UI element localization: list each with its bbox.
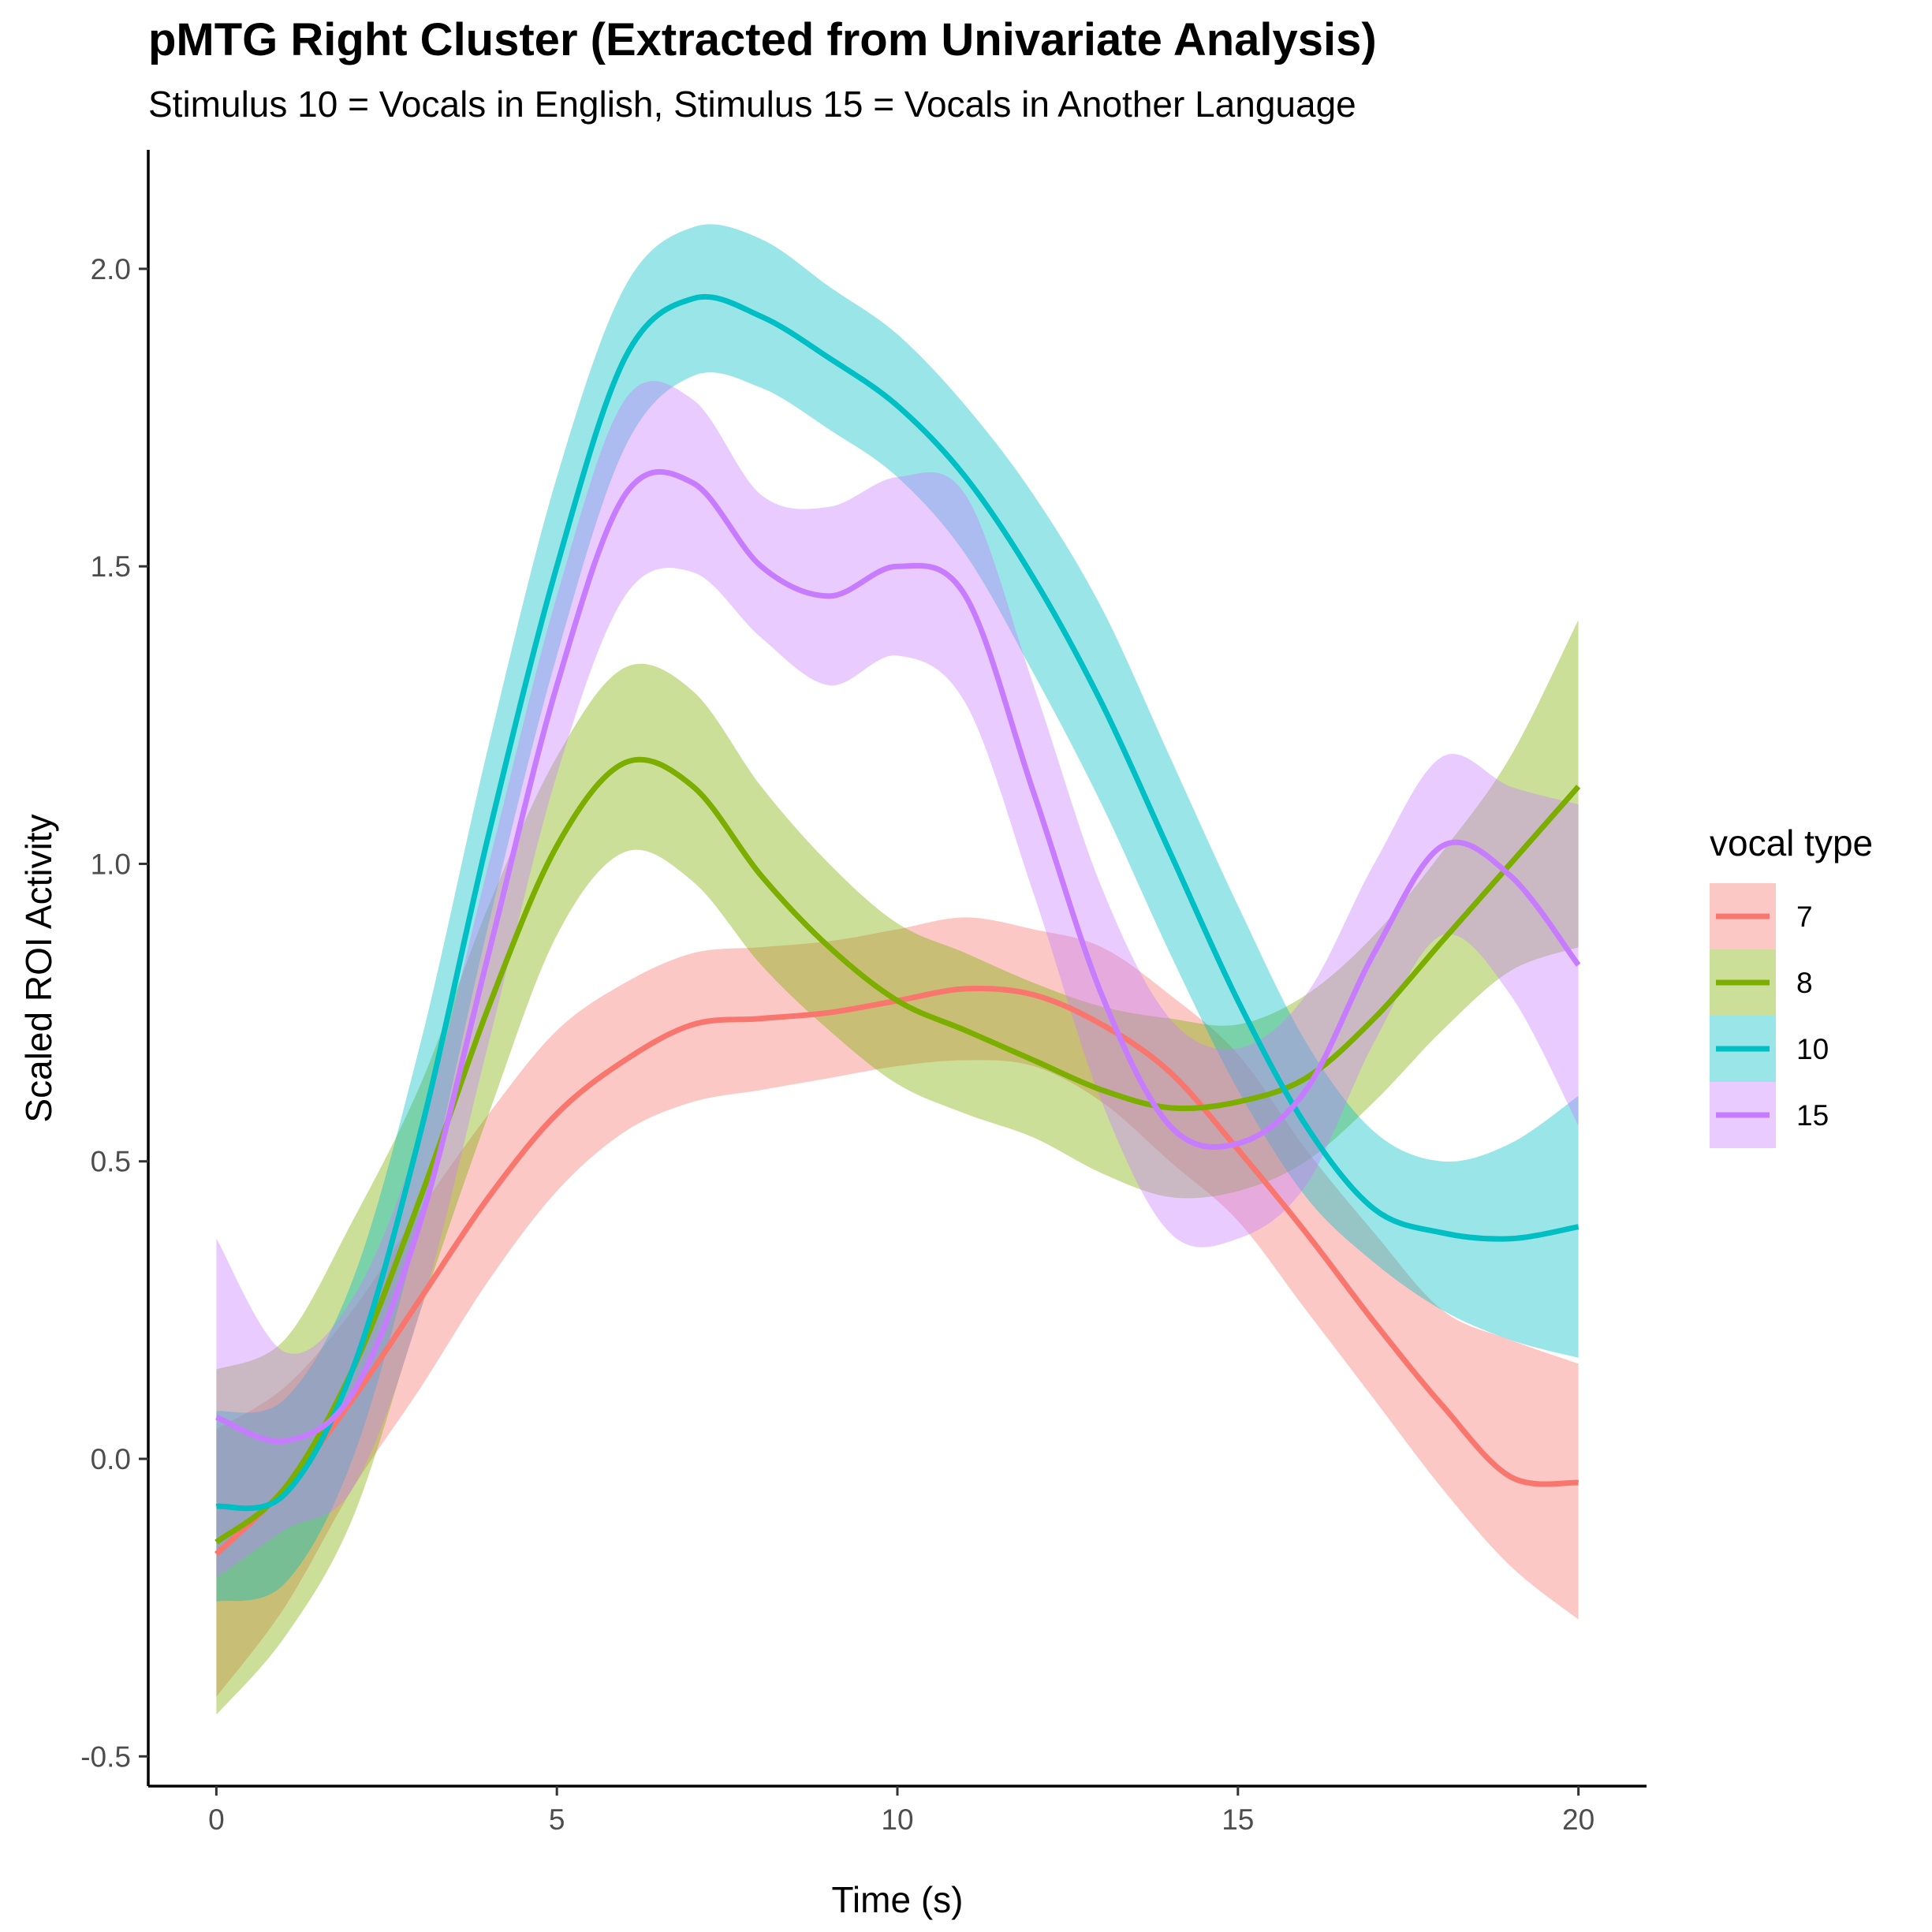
y-axis-ticks: -0.5 0.0 0.5 1.0 1.5 2.0 — [80, 253, 148, 1773]
legend: vocal type 7 8 10 15 — [1710, 822, 1873, 1148]
legend-label-7: 7 — [1796, 901, 1813, 933]
y-axis-title: Scaled ROI Activity — [18, 814, 59, 1122]
x-axis-title: Time (s) — [832, 1879, 964, 1920]
x-tick-label: 0 — [208, 1803, 225, 1836]
y-tick-label: 1.5 — [91, 550, 131, 583]
chart-subtitle: Stimulus 10 = Vocals in English, Stimulu… — [148, 84, 1356, 125]
series-lines — [214, 293, 1581, 1557]
legend-label-10: 10 — [1796, 1033, 1829, 1065]
legend-label-15: 15 — [1796, 1099, 1829, 1132]
x-tick-label: 10 — [881, 1803, 913, 1836]
x-tick-label: 20 — [1562, 1803, 1594, 1836]
y-tick-label: -0.5 — [80, 1740, 131, 1773]
x-tick-label: 15 — [1221, 1803, 1254, 1836]
line-series-10 — [215, 293, 1580, 1512]
band-series-8 — [216, 620, 1579, 1715]
chart-title: pMTG Right Cluster (Extracted from Univa… — [148, 14, 1377, 65]
y-tick-label: 0.0 — [91, 1443, 131, 1475]
y-tick-label: 0.5 — [91, 1146, 131, 1178]
line-series-8 — [214, 756, 1581, 1545]
legend-title: vocal type — [1710, 822, 1873, 863]
confidence-bands — [216, 224, 1579, 1715]
line-series-15 — [215, 469, 1581, 1445]
y-tick-label: 2.0 — [91, 253, 131, 285]
x-axis-ticks: 0 5 10 15 20 — [208, 1786, 1594, 1836]
x-tick-label: 5 — [549, 1803, 565, 1836]
y-tick-label: 1.0 — [91, 848, 131, 880]
legend-label-8: 8 — [1796, 967, 1813, 999]
